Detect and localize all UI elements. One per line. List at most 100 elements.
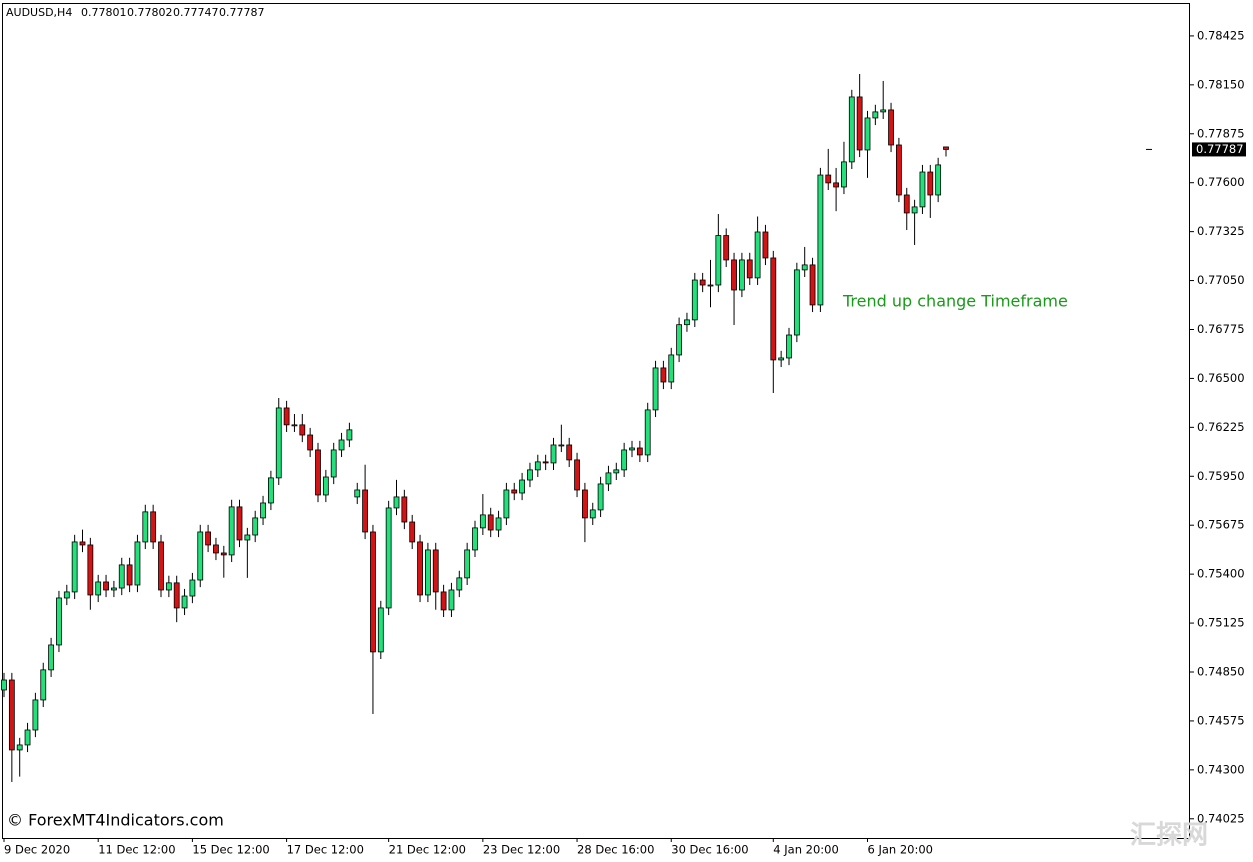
candle-body [291,424,298,427]
candle-body [644,409,651,456]
candle-body [401,496,408,523]
candle-body [739,259,745,291]
symbol: AUDUSD,H4 [6,6,72,19]
candle-body [636,447,643,456]
x-tick-label: 21 Dec 12:00 [389,843,466,857]
candle-body [911,206,918,214]
watermark-logo: 汇探网 [1130,821,1208,851]
candle-body [778,357,785,361]
candle-body [79,541,86,546]
candle-body [542,461,549,464]
candle-body [315,449,321,496]
candle-body [393,496,400,509]
candle-body [362,489,369,533]
candle-body [731,259,737,291]
candle-body [550,444,557,464]
y-tick-label: 0.74025 [1197,811,1245,825]
y-tick-label: 0.74575 [1197,713,1245,727]
candle-body [503,489,510,519]
candle-body [566,444,573,461]
candle-body [275,407,282,479]
x-tick-label: 28 Dec 16:00 [577,843,654,857]
candle-body [762,231,769,259]
candle-body [801,264,808,271]
candle-body [456,577,463,591]
candle-body [63,591,70,599]
candle-body [111,587,117,591]
candle-body [527,469,533,481]
candle-body [534,461,541,471]
candle-body [16,744,23,751]
header: AUDUSD,H4 0.77801 0.77802 0.77747 0.7778… [6,6,265,19]
y-tick-label: 0.78425 [1197,28,1245,42]
candle-body [409,521,416,543]
candle-body [872,111,879,119]
candle-body [793,269,800,336]
candle-body [691,279,698,321]
candle-body [848,96,855,163]
y-tick-label: 0.75400 [1197,567,1245,581]
candle-body [307,434,314,451]
candle-body [126,564,133,586]
y-tick-label: 0.78150 [1197,77,1245,91]
candle-body [260,502,266,519]
candle-body [487,514,494,531]
candle-body [935,164,942,196]
y-tick-label: 0.75125 [1197,616,1245,630]
watermark: © ForexMT4Indicators.com [7,811,224,830]
header-open: 0.77801 [81,6,127,19]
candle-body [668,354,675,383]
candle-body [841,161,847,188]
candle-body [385,507,392,609]
candle-body [346,429,353,441]
candle-body [8,679,15,751]
candle-body [354,489,361,498]
candle-body [472,527,478,551]
candle-body [24,729,31,746]
candle-body [440,591,447,611]
candle-body [833,182,839,188]
candle-body [558,444,565,447]
y-tick-label: 0.77325 [1197,224,1245,238]
header-high: 0.77802 [127,6,173,19]
candle-body [330,449,337,478]
candle-body [919,171,926,208]
candle-body [825,174,832,184]
candle-body [134,541,141,586]
candle-body [927,171,934,196]
candle-body [511,489,518,494]
candle-body [173,582,180,609]
candle-body [299,424,306,436]
candle-body [888,109,894,146]
candle-body [56,597,62,646]
price-tag: 0.77787 [1196,142,1244,156]
candle-body [786,334,792,359]
candle-body [903,194,910,214]
candle-body [158,541,164,591]
candle-body [495,517,502,531]
candle-body [244,534,251,541]
candle-body [283,407,290,426]
price-tag-bg [1192,142,1246,157]
candle-body [582,489,588,519]
candle-body [32,699,39,731]
candle-body [95,581,102,596]
candle-body [723,235,730,261]
x-tick-label: 23 Dec 12:00 [483,843,560,857]
candle-body [417,541,423,596]
candle-body [574,459,580,491]
candle-body [597,483,604,511]
candle-body [943,146,949,150]
plot-frame [2,3,1190,839]
candle-body [479,514,486,529]
y-tick-label: 0.75950 [1197,469,1245,483]
candle-body [189,579,196,597]
candle-body [165,582,172,591]
candle-body [676,324,682,356]
candle-body [424,549,431,596]
x-tick-label: 6 Jan 20:00 [868,843,934,857]
candle-body [856,96,863,151]
candle-body [71,541,78,593]
